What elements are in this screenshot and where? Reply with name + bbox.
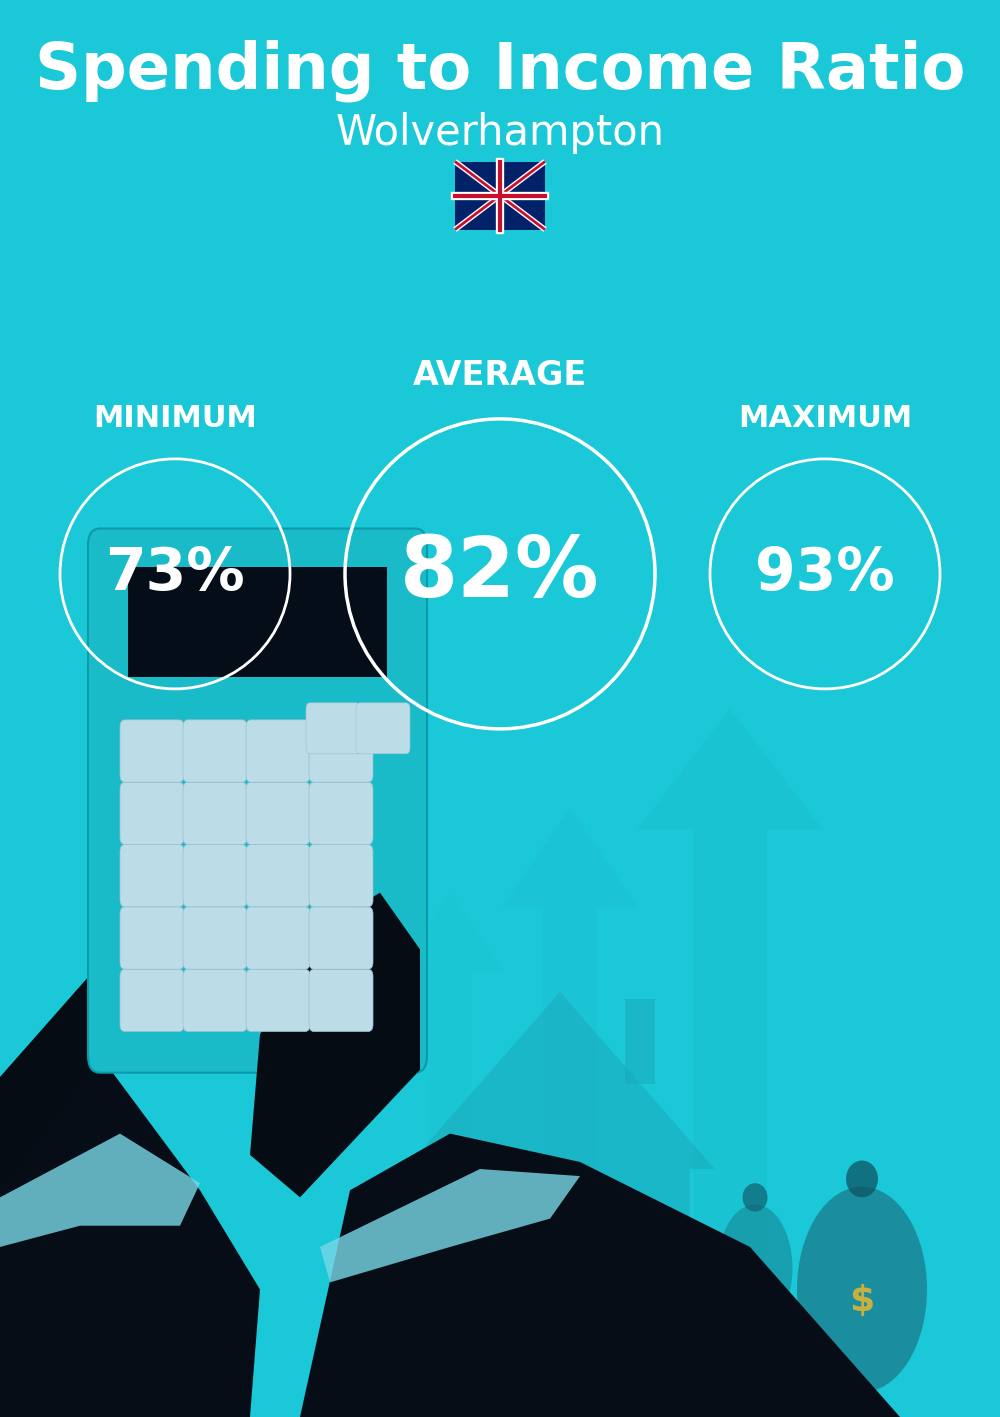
FancyBboxPatch shape [309, 845, 373, 907]
FancyBboxPatch shape [309, 720, 373, 782]
Text: 73%: 73% [105, 546, 245, 602]
Text: 82%: 82% [400, 533, 600, 615]
Ellipse shape [846, 1161, 878, 1197]
Bar [430, 1169, 690, 1417]
Polygon shape [0, 1056, 260, 1417]
Bar [651, 1331, 726, 1348]
Bar [515, 1297, 573, 1417]
Ellipse shape [797, 1187, 927, 1391]
FancyBboxPatch shape [309, 782, 373, 845]
FancyBboxPatch shape [246, 845, 310, 907]
Bar [636, 1380, 711, 1397]
FancyBboxPatch shape [246, 969, 310, 1032]
Polygon shape [502, 808, 638, 1417]
Bar [642, 1360, 717, 1377]
FancyBboxPatch shape [120, 782, 184, 845]
FancyBboxPatch shape [183, 720, 247, 782]
Text: 93%: 93% [755, 546, 895, 602]
FancyBboxPatch shape [120, 720, 184, 782]
Polygon shape [0, 964, 140, 1190]
FancyBboxPatch shape [120, 907, 184, 969]
Bar [128, 567, 387, 677]
FancyBboxPatch shape [183, 907, 247, 969]
FancyBboxPatch shape [183, 782, 247, 845]
Text: MINIMUM: MINIMUM [93, 404, 257, 432]
Polygon shape [320, 1169, 580, 1282]
Polygon shape [250, 893, 420, 1197]
Bar [630, 1400, 705, 1417]
FancyBboxPatch shape [246, 720, 310, 782]
FancyBboxPatch shape [120, 969, 184, 1032]
Ellipse shape [718, 1204, 792, 1332]
FancyBboxPatch shape [183, 969, 247, 1032]
Bar [633, 1390, 708, 1407]
Text: AVERAGE: AVERAGE [413, 359, 587, 393]
Bar [645, 1350, 720, 1367]
Polygon shape [398, 893, 503, 1417]
Polygon shape [405, 992, 715, 1169]
Polygon shape [0, 1134, 200, 1247]
FancyBboxPatch shape [246, 782, 310, 845]
Bar [455, 162, 545, 230]
Text: $: $ [849, 1284, 875, 1318]
Polygon shape [300, 1134, 900, 1417]
Text: Spending to Income Ratio: Spending to Income Ratio [35, 40, 965, 102]
Ellipse shape [742, 1183, 768, 1212]
FancyBboxPatch shape [120, 845, 184, 907]
Bar [625, 999, 655, 1084]
Bar [654, 1321, 729, 1338]
FancyBboxPatch shape [309, 969, 373, 1032]
Polygon shape [638, 708, 822, 1417]
Bar [639, 1370, 714, 1387]
FancyBboxPatch shape [88, 529, 427, 1073]
Text: Wolverhampton: Wolverhampton [336, 112, 664, 154]
FancyBboxPatch shape [356, 703, 410, 754]
FancyBboxPatch shape [306, 703, 360, 754]
FancyBboxPatch shape [309, 907, 373, 969]
FancyBboxPatch shape [246, 907, 310, 969]
Bar [648, 1340, 723, 1357]
FancyBboxPatch shape [183, 845, 247, 907]
Text: MAXIMUM: MAXIMUM [738, 404, 912, 432]
